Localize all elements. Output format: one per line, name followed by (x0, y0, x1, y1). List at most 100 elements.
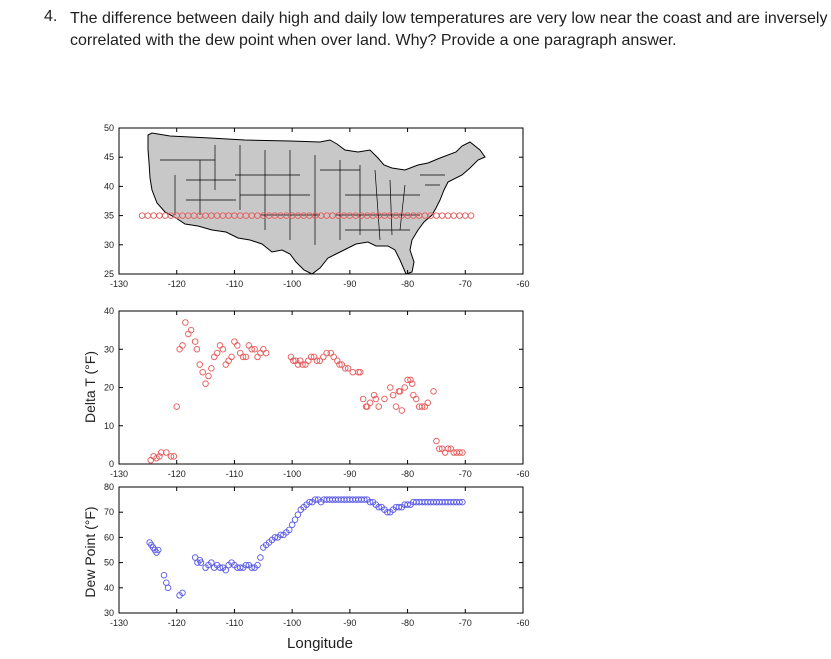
data-point (441, 449, 449, 456)
data-point (228, 353, 235, 361)
data-point (161, 212, 169, 219)
question-number: 4. (44, 8, 58, 25)
data-point (410, 391, 417, 399)
x-tick-label: -100 (283, 618, 301, 628)
data-point (299, 361, 306, 368)
x-tick-label: -120 (168, 618, 186, 628)
y-tick-label: 20 (104, 383, 114, 393)
data-point (313, 357, 321, 364)
x-tick-label: -90 (343, 279, 356, 289)
data-point (456, 498, 463, 506)
data-point (187, 326, 195, 334)
data-point (191, 338, 199, 345)
data-point (213, 349, 221, 357)
data-point (210, 353, 218, 361)
data-point (179, 342, 186, 349)
data-point (407, 376, 414, 384)
data-point (260, 346, 267, 353)
dew-point-panel: -130 -120 -110 -100 -90 -80 -70 -60 30 40 50 60 70 80… (82, 482, 530, 652)
x-tick-label: -130 (110, 279, 128, 289)
dew-point-points (146, 496, 466, 599)
data-point (236, 349, 244, 357)
x-tick-label: -70 (459, 618, 472, 628)
y-tick-label: 70 (104, 507, 114, 517)
x-tick-label: -100 (283, 279, 301, 289)
data-point (216, 564, 224, 571)
data-point (144, 212, 152, 219)
x-tick-label: -100 (283, 469, 301, 479)
data-point (231, 338, 238, 345)
data-point (271, 534, 279, 541)
x-tick-label: -80 (401, 618, 414, 628)
state-borders (160, 145, 445, 245)
data-point (450, 212, 457, 219)
x-tick-label: -120 (168, 279, 186, 289)
data-point (330, 353, 337, 361)
data-point (456, 212, 463, 219)
y-tick-label: 0 (109, 459, 114, 469)
y-tick-label: 50 (104, 558, 114, 568)
x-tick-label: -60 (516, 618, 529, 628)
data-point (381, 395, 388, 403)
data-point (404, 376, 411, 384)
data-point (433, 212, 440, 219)
data-point (290, 357, 297, 364)
data-point (196, 361, 204, 368)
data-point (160, 571, 168, 579)
data-point (156, 212, 163, 219)
map-panel-frame (118, 127, 524, 275)
y-tick-label: 45 (104, 152, 114, 162)
data-point (370, 391, 378, 399)
data-point (147, 456, 154, 464)
y-tick-label: 30 (104, 344, 114, 354)
data-point (307, 353, 315, 361)
data-point (361, 496, 368, 503)
data-point (170, 453, 178, 460)
data-point (456, 449, 463, 456)
x-tick-label: -110 (226, 279, 243, 289)
data-point (459, 449, 466, 456)
data-point (163, 449, 170, 456)
data-point (156, 453, 163, 460)
data-point (336, 361, 343, 368)
data-point (234, 342, 241, 349)
data-point (150, 212, 157, 219)
x-tick-label: -110 (226, 469, 243, 479)
data-point (179, 589, 186, 597)
data-point (277, 531, 284, 539)
data-point (430, 388, 437, 395)
data-point (408, 380, 416, 387)
dew-point-axis-ticks: -130 -120 -110 -100 -90 -80 -70 -60 30 40 50 60 70 80 (104, 482, 530, 628)
delta-t-axis-ticks: -130 -120 -110 -100 -90 -80 -70 -60 0 10 20 30 40 (104, 306, 530, 479)
data-point (372, 395, 380, 403)
data-point (404, 501, 411, 508)
data-point (251, 346, 258, 353)
y-tick-label: 25 (104, 269, 114, 279)
data-point (320, 353, 327, 361)
data-point (418, 403, 426, 410)
data-point (375, 403, 382, 410)
data-point (182, 319, 189, 326)
data-point (438, 212, 446, 219)
data-point (254, 561, 261, 569)
delta-t-ylabel: Delta T (°F) (82, 351, 98, 423)
data-point (286, 526, 293, 534)
x-tick-label: -90 (343, 618, 356, 628)
data-point (248, 564, 255, 571)
y-tick-label: 30 (104, 608, 114, 618)
y-tick-label: 40 (104, 181, 114, 191)
data-point (138, 212, 146, 219)
data-point (306, 498, 313, 506)
us-map-outline (147, 132, 486, 275)
data-point (467, 212, 475, 219)
data-point (245, 342, 253, 349)
data-point (291, 516, 299, 524)
y-tick-label: 40 (104, 306, 114, 316)
data-point (412, 395, 420, 403)
data-point (225, 357, 232, 364)
data-point (242, 353, 250, 361)
data-point (167, 453, 175, 460)
data-point (356, 368, 364, 376)
data-point (262, 349, 270, 357)
